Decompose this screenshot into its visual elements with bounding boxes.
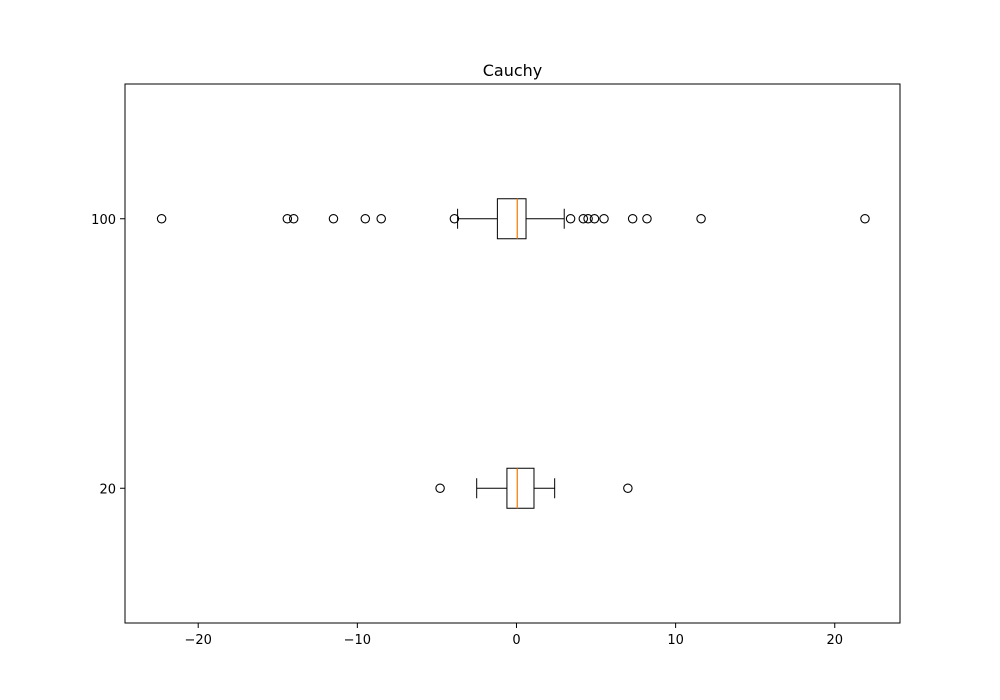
chart-title: Cauchy xyxy=(483,61,543,80)
x-tick-label: 10 xyxy=(667,633,684,648)
flier-point xyxy=(328,214,339,224)
flier-point xyxy=(696,214,706,224)
flier-point xyxy=(565,214,576,224)
x-tick-label: −10 xyxy=(344,633,371,648)
x-tick-label: −20 xyxy=(184,633,211,648)
flier-point xyxy=(627,214,638,224)
flier-point xyxy=(288,214,299,224)
flier-point xyxy=(599,214,609,224)
flier-point xyxy=(376,214,386,224)
flier-point xyxy=(156,214,167,224)
flier-point xyxy=(589,214,600,224)
y-tick-label: 100 xyxy=(91,213,116,228)
x-tick-label: 0 xyxy=(512,633,520,648)
plot-area: −20 −10 0 10 20 20 100 xyxy=(91,198,870,648)
flier-point xyxy=(623,483,633,493)
box-iqr xyxy=(496,198,527,240)
y-tick-label: 20 xyxy=(99,482,116,497)
box-iqr xyxy=(506,467,535,509)
flier-point xyxy=(435,483,445,493)
flier-point xyxy=(282,214,293,224)
flier-point xyxy=(583,214,593,224)
flier-point xyxy=(449,214,460,224)
flier-point xyxy=(360,214,371,224)
flier-point xyxy=(860,214,870,224)
x-tick-label: 20 xyxy=(826,633,843,648)
flier-point xyxy=(578,214,589,224)
flier-point xyxy=(642,214,652,224)
axes-frame xyxy=(124,83,901,624)
